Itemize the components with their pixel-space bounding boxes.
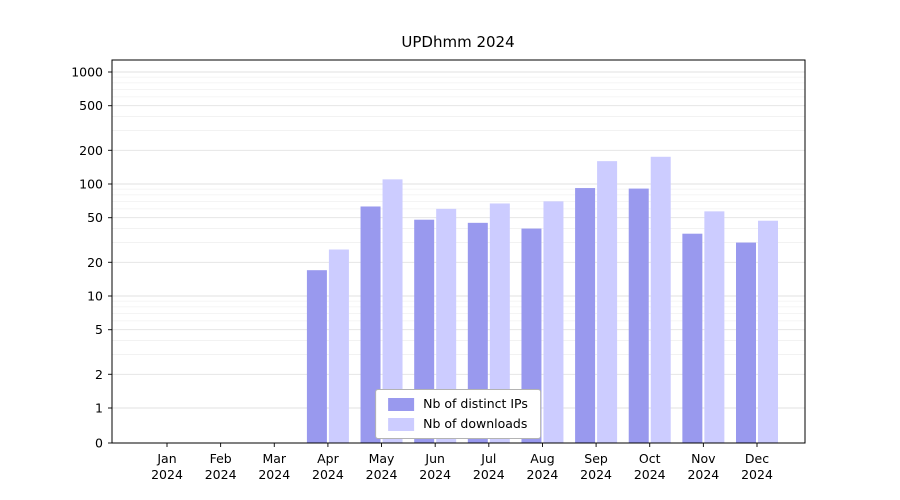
x-tick-label-month: Apr [317,451,339,466]
bar-distinct-ips [682,233,703,443]
y-tick-label: 20 [87,255,103,270]
axes-box [111,59,806,444]
bar-downloads [543,201,564,443]
x-tick-label-year: 2024 [258,467,290,482]
legend-swatch-downloads [388,417,415,431]
x-tick-label-year: 2024 [151,467,183,482]
x-tick-label-month: May [369,451,395,466]
y-tick-label: 2 [95,367,103,382]
x-tick-label-month: Aug [530,451,554,466]
y-tick-label: 0 [95,436,103,451]
y-tick-label: 100 [79,177,103,192]
bar-downloads [650,156,671,444]
x-tick-label-year: 2024 [312,467,344,482]
x-tick-label-year: 2024 [741,467,773,482]
x-tick-label-month: Jan [156,451,176,466]
x-tick-label-month: Jun [424,451,445,466]
x-tick-label-year: 2024 [419,467,451,482]
chart-title: UPDhmm 2024 [401,33,514,51]
x-tick-label-month: Feb [210,451,232,466]
bar-distinct-ips [360,206,381,443]
bar-downloads [489,203,510,443]
bar-downloads [436,208,457,443]
x-tick-label-year: 2024 [687,467,719,482]
y-tick-label: 1 [95,401,103,416]
bar-downloads [758,220,778,443]
legend-item-distinct-ips: Nb of distinct IPs [388,397,528,411]
y-tick-label: 500 [79,98,103,113]
bar-distinct-ips [575,188,596,443]
x-tick-label-year: 2024 [473,467,505,482]
bar-downloads [597,161,618,444]
bar-distinct-ips [467,222,488,443]
x-tick-label-month: Jul [480,451,496,466]
bar-downloads [382,179,403,443]
y-tick-label: 10 [87,289,103,304]
bar-distinct-ips [414,219,435,443]
x-tick-label-year: 2024 [205,467,237,482]
legend-label-downloads: Nb of downloads [423,416,528,431]
bar-distinct-ips [628,188,649,443]
legend-item-downloads: Nb of downloads [388,417,528,431]
x-tick-label-year: 2024 [527,467,559,482]
y-tick-label: 50 [87,210,103,225]
x-tick-label-month: Nov [691,451,716,466]
bar-distinct-ips [736,242,756,443]
x-tick-label-month: Mar [262,451,286,466]
x-tick-label-month: Sep [584,451,608,466]
y-tick-label: 1000 [71,65,103,80]
x-tick-label-year: 2024 [580,467,612,482]
legend-swatch-distinct-ips [388,397,415,411]
y-tick-label: 200 [79,143,103,158]
x-tick-label-year: 2024 [634,467,666,482]
bar-downloads [328,249,349,443]
y-tick-label: 5 [95,322,103,337]
bar-downloads [704,211,725,443]
x-tick-label-month: Dec [745,451,769,466]
x-tick-label-year: 2024 [366,467,398,482]
bar-distinct-ips [306,270,327,443]
x-tick-label-month: Oct [639,451,661,466]
legend-label-distinct-ips: Nb of distinct IPs [423,396,528,411]
chart-legend: Nb of distinct IPs Nb of downloads [375,389,541,439]
